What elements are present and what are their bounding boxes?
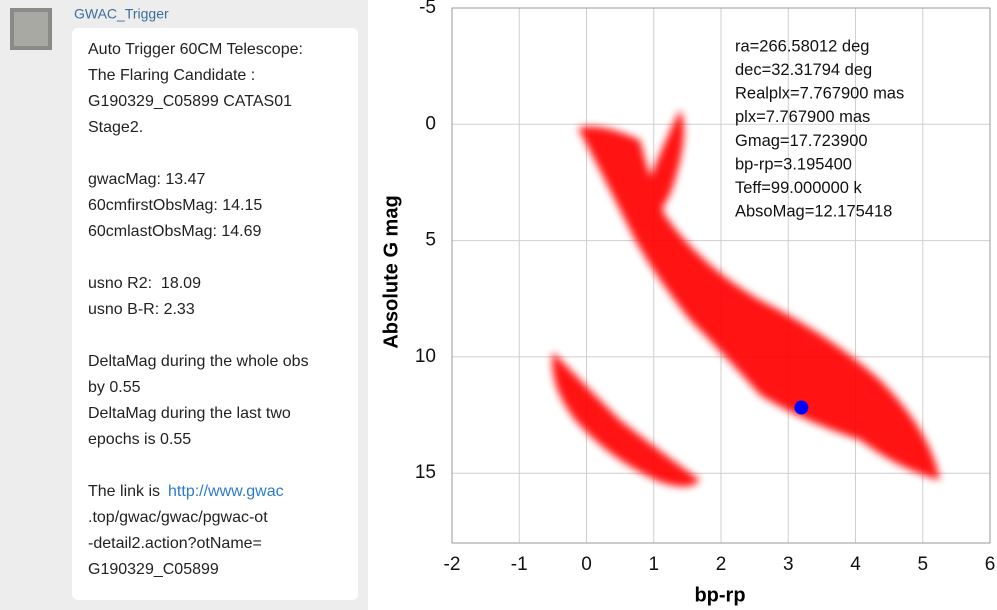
link[interactable]: G190329_C05899 — [88, 561, 219, 578]
link[interactable]: http://www.gwac — [168, 483, 284, 500]
annotation: dec=32.31794 deg — [735, 61, 872, 79]
annotation: AbsoMag=12.175418 — [735, 203, 892, 221]
message-line: Stage2. — [88, 119, 143, 136]
y-axis-label: Absolute G mag — [380, 195, 402, 348]
plot-frame — [451, 7, 991, 544]
message-line: DeltaMag during the last two — [88, 405, 291, 422]
message-line: gwacMag: 13.47 — [88, 171, 206, 188]
x-tick-label: -2 — [444, 554, 461, 575]
star-cloud — [552, 110, 940, 487]
annotation: Realplx=7.767900 mas — [735, 85, 904, 103]
message-line: usno R2: 18.09 — [88, 275, 201, 292]
link-line: The link is http://www.gwac — [88, 483, 284, 500]
y-tick-label: -5 — [419, 0, 436, 18]
x-tick-label: 0 — [581, 554, 592, 575]
avatar-inner — [14, 12, 48, 46]
x-tick-label: 1 — [648, 554, 659, 575]
sender-name: GWAC_Trigger — [74, 6, 169, 22]
x-tick-label: -1 — [511, 554, 528, 575]
message-line: DeltaMag during the whole obs — [88, 353, 309, 370]
y-tick-label: 15 — [415, 462, 436, 483]
white-dwarf-sequence — [552, 352, 700, 487]
link[interactable]: -detail2.action?otName= — [88, 535, 262, 552]
plot — [794, 400, 809, 415]
point — [794, 400, 809, 415]
message-line: by 0.55 — [88, 379, 141, 396]
message-line: 60cmlastObsMag: 14.69 — [88, 223, 262, 240]
main-sequence — [578, 126, 940, 480]
x-tick-label: 5 — [917, 554, 928, 575]
x-tick-label: 4 — [850, 554, 861, 575]
message-line: 60cmfirstObsMag: 14.15 — [88, 197, 262, 214]
message-line: Auto Trigger 60CM Telescope: — [88, 41, 303, 58]
annotation: plx=7.767900 mas — [735, 108, 870, 126]
y-tick-label: 0 — [425, 113, 436, 134]
y-tick-label: 10 — [415, 346, 436, 367]
x-axis-label: bp-rp — [694, 584, 745, 606]
link-prefix: The link is — [88, 483, 160, 500]
giant-branch — [640, 110, 684, 215]
link[interactable]: .top/gwac/gwac/pgwac-ot — [88, 509, 268, 526]
annotation: bp-rp=3.195400 — [735, 155, 852, 173]
x-tick-label: 2 — [716, 554, 727, 575]
annotation: Gmag=17.723900 — [735, 132, 868, 150]
x-tick-label: 6 — [985, 554, 996, 575]
annotation: ra=266.58012 deg — [735, 37, 869, 55]
message-line: G190329_C05899 CATAS01 — [88, 93, 292, 110]
message-line: The Flaring Candidate : — [88, 67, 255, 84]
message-line: usno B-R: 2.33 — [88, 301, 195, 318]
message-line: epochs is 0.55 — [88, 431, 191, 448]
x-tick-label: 3 — [783, 554, 794, 575]
message-bubble — [72, 28, 358, 600]
message-text: Auto Trigger 60CM Telescope: The Flaring … — [88, 41, 309, 578]
annotation: Teff=99.000000 k — [735, 179, 863, 197]
y-tick-label: 5 — [425, 230, 436, 251]
